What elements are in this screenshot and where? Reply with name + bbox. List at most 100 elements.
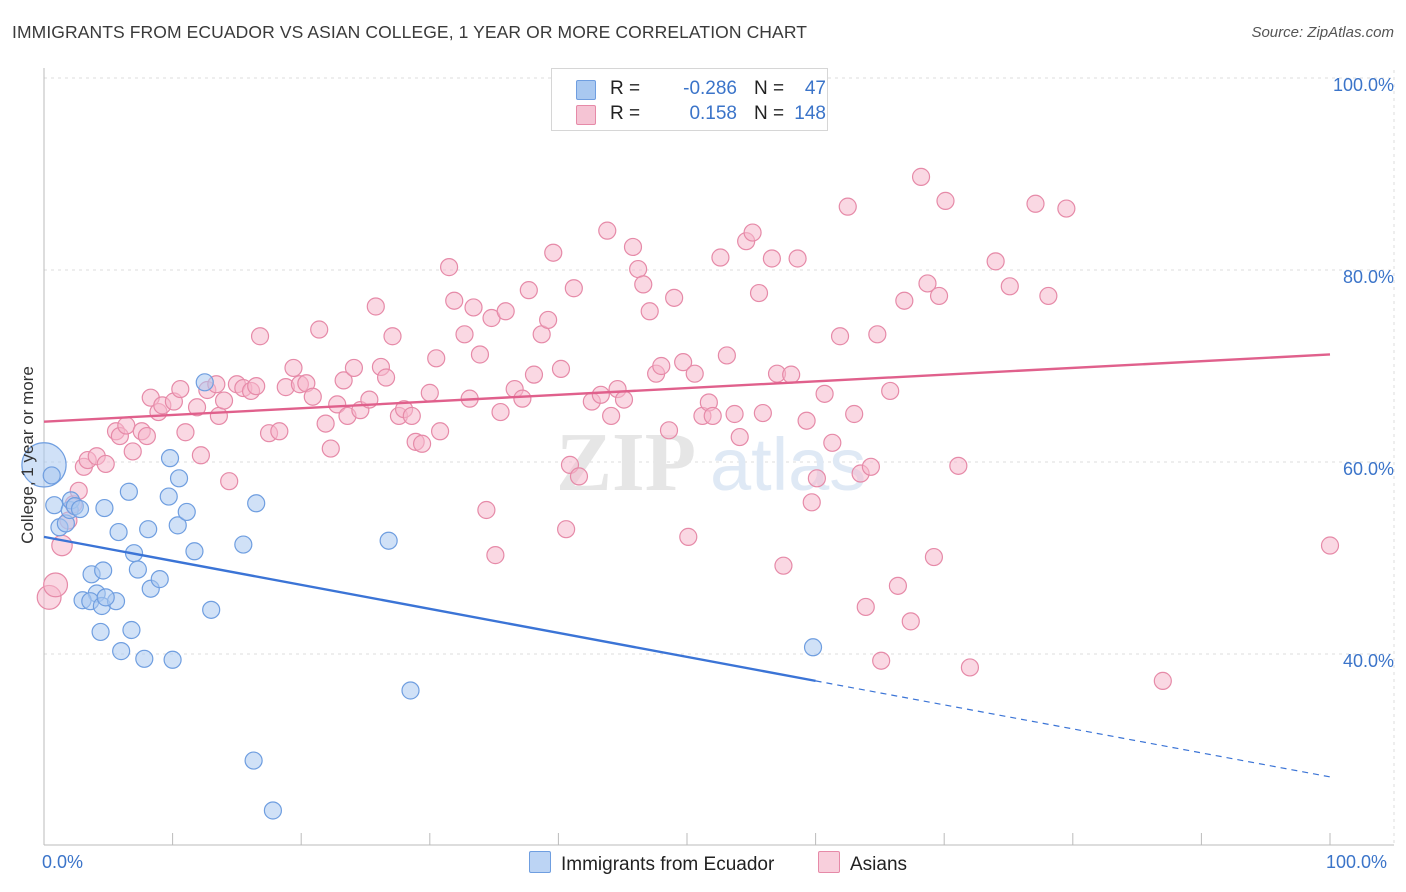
asians-point xyxy=(513,389,532,408)
asians-point xyxy=(569,467,589,486)
ecuador-point xyxy=(119,482,138,501)
asians-point xyxy=(659,421,679,440)
ecuador-point xyxy=(263,801,283,820)
asians-point xyxy=(895,291,914,310)
asians-legend-swatch xyxy=(818,851,840,873)
ecuador-point xyxy=(128,560,147,579)
asians-point xyxy=(171,379,190,399)
asians-point xyxy=(376,368,396,387)
asians-point xyxy=(43,572,69,598)
asians-point xyxy=(598,221,617,240)
asians-point xyxy=(591,385,610,404)
asians-point xyxy=(496,302,515,321)
asians-point xyxy=(427,349,446,368)
ecuador-point xyxy=(135,649,154,668)
asians-point xyxy=(445,291,464,310)
n-label: N = xyxy=(754,103,785,124)
ecuador-point xyxy=(94,561,113,580)
ecuador-point xyxy=(185,542,204,561)
asians-point xyxy=(703,406,722,426)
ecuador-point xyxy=(95,498,114,518)
ecuador-point xyxy=(112,642,131,661)
ecuador-point xyxy=(150,570,169,589)
asians-point xyxy=(802,493,821,512)
asians-point xyxy=(797,411,816,430)
asians-point xyxy=(470,345,490,364)
asians-point xyxy=(328,395,347,414)
asians-point xyxy=(872,651,891,670)
ecuador-point xyxy=(803,638,823,657)
asians-point xyxy=(743,223,762,242)
asians-point xyxy=(557,520,576,539)
asians-point xyxy=(949,456,968,475)
asians-point xyxy=(929,286,949,306)
asians-point xyxy=(430,422,450,441)
source-label: Source: ZipAtlas.com xyxy=(1251,24,1394,41)
asians-point xyxy=(1039,286,1058,306)
asians-point xyxy=(881,381,900,401)
asians-point xyxy=(711,248,730,267)
asians-point xyxy=(918,274,937,293)
ecuador-point xyxy=(96,588,115,607)
asians-point xyxy=(187,398,207,417)
asians-point xyxy=(807,469,826,488)
ecuador-point xyxy=(122,620,141,640)
asians-point xyxy=(685,364,704,383)
asians-trend-line xyxy=(43,353,1331,423)
asians-point xyxy=(634,275,653,294)
asians-point xyxy=(247,377,266,396)
asians-point xyxy=(214,391,234,410)
y-axis-label: College, 1 year or more xyxy=(18,366,37,544)
asians-point xyxy=(788,249,807,268)
asians-point xyxy=(551,359,571,378)
asians-point xyxy=(270,422,289,441)
ecuador-point xyxy=(160,449,180,468)
ecuador-point xyxy=(202,600,221,619)
n-label: N = xyxy=(754,78,785,99)
ecuador-point xyxy=(195,373,214,392)
asians-point xyxy=(960,658,980,677)
ecuador-point xyxy=(177,502,196,522)
asians-point xyxy=(1153,671,1172,690)
r-label: R = xyxy=(610,78,641,99)
watermark: ZIP atlas xyxy=(556,416,866,509)
asians-point xyxy=(334,371,353,390)
asians-point xyxy=(679,527,698,546)
asians-point xyxy=(845,404,864,424)
ecuador-point xyxy=(91,622,110,642)
asians-point xyxy=(544,243,563,262)
asians-point xyxy=(774,556,793,575)
asians-point xyxy=(623,237,643,257)
asians-point xyxy=(191,446,210,465)
asians-point xyxy=(901,612,920,631)
ecuador-point xyxy=(159,487,178,506)
asians-point xyxy=(602,406,621,426)
asians-point xyxy=(629,259,648,279)
ecuador-swatch xyxy=(576,80,596,100)
ecuador-trend-extension xyxy=(815,680,1331,778)
legend-item-asians[interactable]: Asians xyxy=(818,851,907,877)
ecuador-point xyxy=(139,520,158,539)
trend-lines xyxy=(43,353,1331,778)
asians-point xyxy=(815,384,834,403)
asians-point xyxy=(344,358,364,378)
r-value: -0.286 xyxy=(683,78,737,99)
legend-item-ecuador[interactable]: Immigrants from Ecuador xyxy=(529,851,774,877)
asians-point xyxy=(220,472,239,491)
asians-point xyxy=(420,383,439,402)
asians-point xyxy=(725,404,744,424)
asians-point xyxy=(284,358,303,378)
ecuador-legend-swatch xyxy=(529,851,551,873)
asians-point xyxy=(674,353,693,372)
asians-point xyxy=(321,439,340,458)
asians-point xyxy=(137,426,156,446)
asians-point xyxy=(856,597,875,617)
asians-point xyxy=(762,249,781,268)
legend-label-ecuador: Immigrants from Ecuador xyxy=(561,854,775,875)
asians-point xyxy=(303,387,322,406)
asians-point xyxy=(564,279,583,298)
asians-point xyxy=(524,365,544,384)
asians-point xyxy=(491,402,510,422)
asians-point xyxy=(117,416,136,435)
r-label: R = xyxy=(610,103,641,124)
